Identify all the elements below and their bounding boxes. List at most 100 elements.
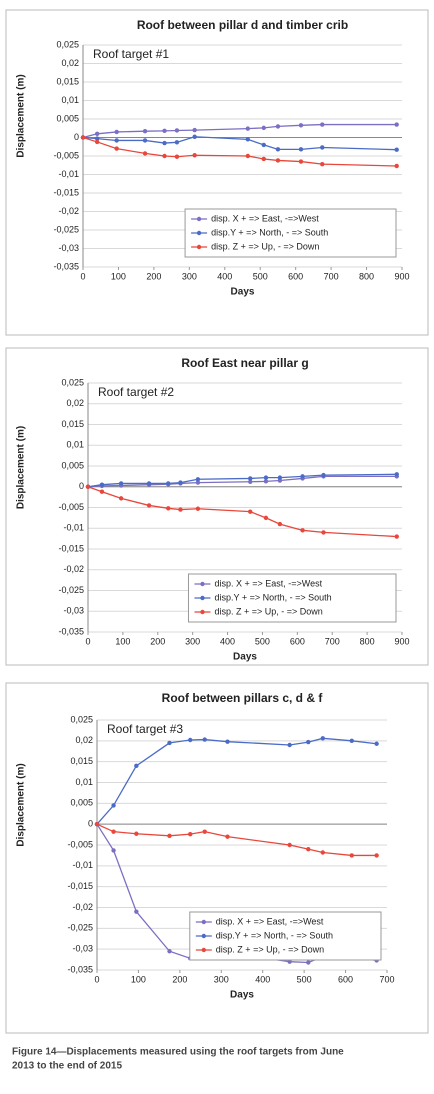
data-point	[263, 515, 269, 521]
legend-label: disp. X + => East, -=>West	[214, 578, 322, 588]
chart-title: Roof between pillars c, d & f	[162, 691, 324, 705]
y-tick-label: 0	[79, 481, 84, 491]
legend-marker	[196, 244, 202, 250]
data-point	[167, 833, 172, 839]
x-tick-label: 300	[214, 974, 229, 984]
x-tick-label: 400	[217, 271, 232, 281]
x-axis-label: Days	[230, 990, 254, 1001]
data-point	[188, 737, 193, 743]
data-point	[298, 147, 304, 152]
data-point	[394, 534, 399, 539]
x-tick-label: 400	[220, 636, 235, 646]
series-line	[82, 123, 397, 139]
data-point	[167, 740, 172, 746]
data-point	[320, 122, 325, 127]
data-point	[374, 853, 379, 858]
x-tick-label: 600	[290, 636, 305, 646]
x-tick-label: 500	[255, 636, 270, 646]
x-tick-label: 800	[360, 636, 375, 646]
legend-marker	[201, 933, 206, 939]
legend-box	[187, 573, 397, 623]
chart-title: Roof between pillar d and timber crib	[137, 18, 348, 32]
data-point	[349, 853, 354, 858]
chart-title: Roof East near pillar g	[181, 356, 308, 370]
data-point	[134, 909, 139, 914]
x-tick-label: 700	[379, 974, 394, 984]
data-point	[162, 153, 167, 159]
legend-label: disp.Y + => North, - => South	[216, 930, 333, 940]
data-point	[94, 131, 100, 136]
legend-label: disp. Z + => Up, - => Down	[211, 241, 319, 251]
data-point	[118, 481, 124, 486]
data-point	[306, 846, 311, 852]
x-tick-label: 100	[115, 636, 130, 646]
data-point	[394, 147, 399, 152]
data-point	[114, 138, 119, 143]
y-tick-label: -0,01	[63, 523, 84, 533]
chart-frame	[5, 347, 429, 666]
series-line	[87, 486, 397, 538]
data-point	[134, 763, 139, 769]
y-tick-label: -0,005	[58, 502, 84, 512]
data-point	[394, 163, 399, 169]
data-point	[320, 850, 325, 855]
data-point	[263, 479, 269, 484]
data-point	[85, 484, 91, 489]
series-line	[82, 136, 397, 167]
data-point	[195, 506, 201, 511]
series-line	[96, 823, 377, 857]
legend-marker	[201, 919, 206, 925]
y-tick-label: -0,03	[63, 606, 84, 616]
y-tick-label: -0,015	[58, 543, 84, 553]
y-tick-label: 0,025	[70, 714, 93, 724]
y-tick-label: -0,02	[58, 206, 79, 216]
legend-box	[184, 208, 397, 258]
data-point	[111, 829, 116, 834]
legend-marker	[196, 216, 202, 222]
y-tick-label: 0,005	[61, 460, 84, 470]
x-tick-label: 700	[325, 636, 340, 646]
data-point	[394, 122, 399, 127]
x-tick-label: 300	[185, 636, 200, 646]
y-tick-label: 0,025	[56, 39, 79, 49]
data-point	[287, 842, 292, 848]
y-tick-label: 0,01	[61, 95, 79, 105]
x-tick-label: 700	[324, 271, 339, 281]
x-tick-label: 0	[85, 636, 90, 646]
data-point	[142, 138, 148, 143]
annotation: Roof target #3	[107, 722, 183, 736]
y-tick-label: 0,005	[70, 798, 93, 808]
data-point	[320, 161, 325, 167]
y-axis-label: Displacement (m)	[16, 74, 27, 157]
data-point	[321, 530, 326, 535]
x-tick-label: 200	[146, 271, 161, 281]
x-tick-label: 0	[80, 271, 85, 281]
data-point	[146, 503, 152, 508]
legend-marker	[200, 581, 205, 587]
legend-marker	[200, 609, 205, 615]
data-point	[178, 480, 183, 485]
data-point	[166, 481, 171, 486]
series-line	[82, 136, 397, 151]
y-tick-label: -0,02	[72, 902, 93, 912]
legend-box	[189, 911, 382, 961]
legend-marker	[201, 947, 206, 953]
data-point	[111, 803, 116, 808]
data-point	[245, 153, 251, 159]
data-point	[349, 738, 354, 744]
y-tick-label: 0	[74, 132, 79, 142]
data-point	[275, 124, 281, 129]
data-point	[202, 829, 207, 834]
data-point	[300, 528, 305, 533]
y-tick-label: 0,025	[61, 377, 84, 387]
y-tick-label: -0,03	[58, 243, 79, 253]
caption-line: Figure 14—Displacements measured using t…	[12, 1047, 344, 1058]
data-point	[192, 153, 197, 158]
data-point	[162, 140, 167, 146]
chart-frame	[5, 9, 429, 336]
data-point	[248, 476, 253, 481]
x-tick-label: 600	[338, 974, 353, 984]
data-point	[248, 479, 253, 484]
y-tick-label: -0,025	[67, 923, 93, 933]
